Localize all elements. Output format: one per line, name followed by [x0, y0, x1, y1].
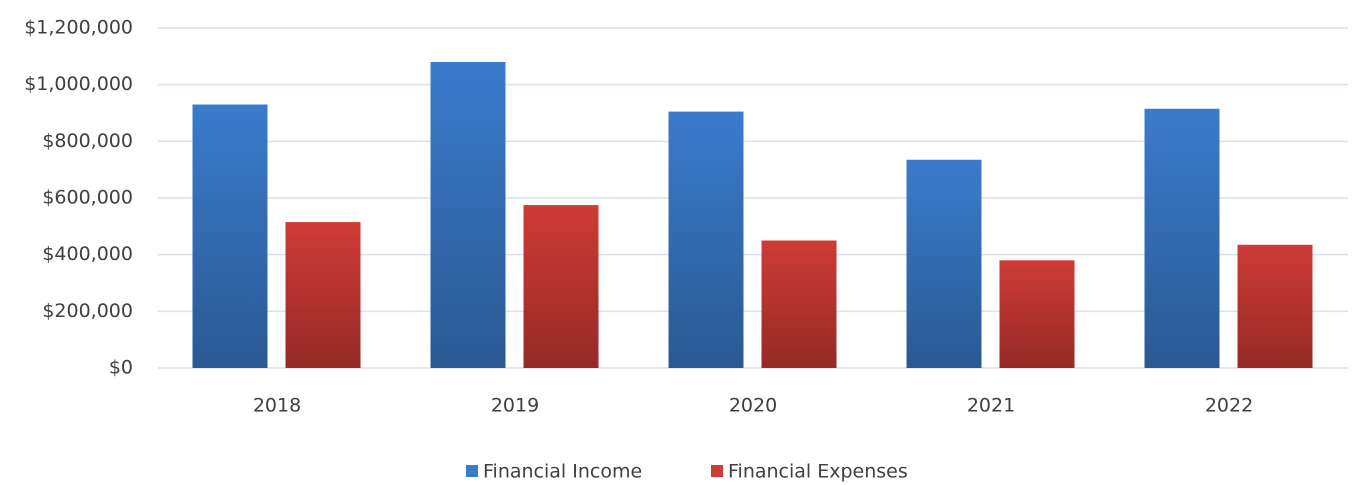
bar: [192, 104, 268, 368]
bar: [285, 222, 361, 368]
legend-swatch: [466, 465, 478, 477]
y-tick-label: $0: [109, 357, 133, 379]
legend-label: Financial Expenses: [728, 461, 908, 483]
y-tick-label: $200,000: [42, 300, 133, 322]
x-tick-label: 2018: [253, 395, 301, 417]
y-tick-label: $1,200,000: [24, 17, 133, 39]
legend-swatch: [711, 465, 723, 477]
x-tick-label: 2021: [967, 395, 1015, 417]
bar: [999, 260, 1075, 368]
y-tick-label: $600,000: [42, 187, 133, 209]
y-tick-label: $1,000,000: [24, 73, 133, 95]
bar: [1237, 244, 1313, 368]
y-tick-label: $400,000: [42, 243, 133, 265]
bar: [906, 159, 982, 368]
x-tick-label: 2019: [491, 395, 539, 417]
bar: [523, 205, 599, 368]
legend-label: Financial Income: [483, 461, 642, 483]
bar: [761, 240, 837, 368]
y-tick-label: $800,000: [42, 130, 133, 152]
bar: [668, 111, 744, 368]
bar: [430, 62, 506, 368]
x-tick-label: 2020: [729, 395, 777, 417]
x-tick-label: 2022: [1205, 395, 1253, 417]
bar: [1144, 108, 1220, 368]
